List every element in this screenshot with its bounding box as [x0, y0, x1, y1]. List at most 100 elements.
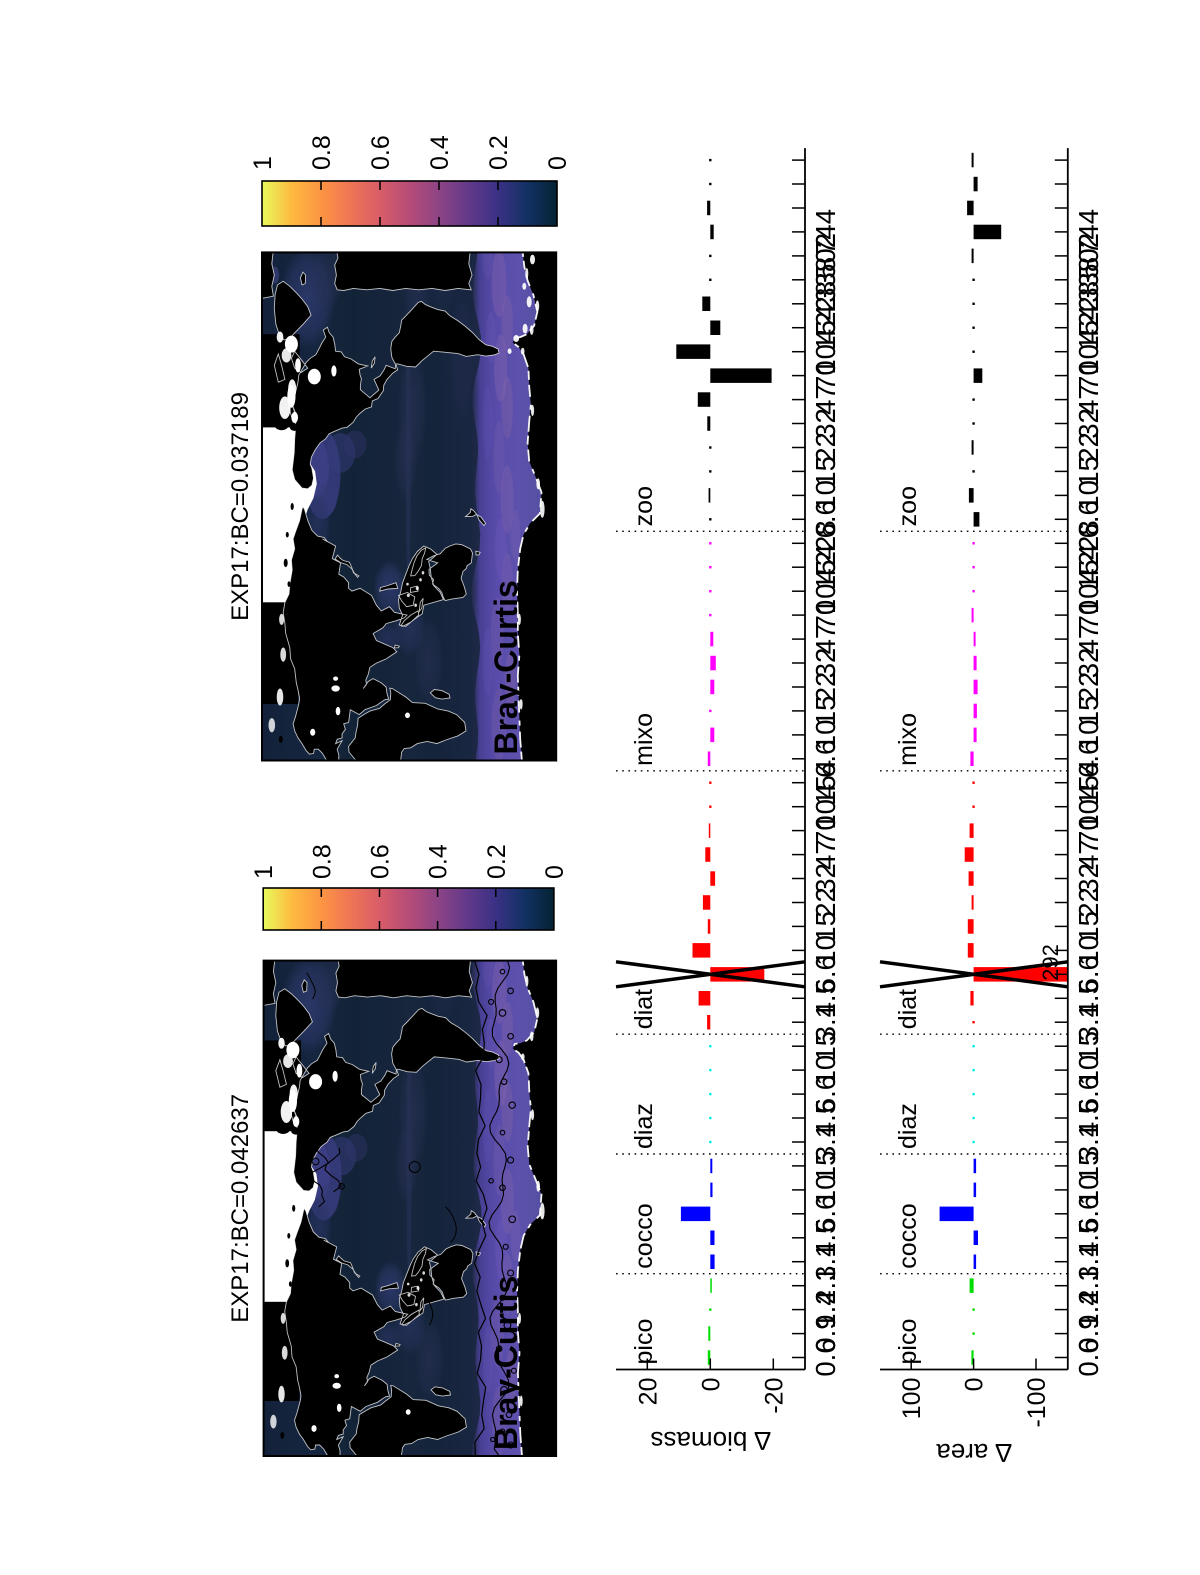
svg-text:4.5: 4.5 — [1073, 979, 1104, 1017]
svg-text:154: 154 — [1073, 544, 1104, 590]
svg-text:1.4: 1.4 — [1073, 1290, 1104, 1328]
svg-text:6.6: 6.6 — [1073, 1075, 1104, 1113]
svg-text:10: 10 — [810, 720, 841, 751]
svg-text:0.2: 0.2 — [483, 844, 511, 879]
svg-text:0: 0 — [961, 1378, 989, 1392]
svg-text:pico: pico — [630, 1319, 658, 1365]
svg-text:15: 15 — [1073, 696, 1104, 727]
svg-text:-100: -100 — [1023, 1378, 1051, 1428]
svg-text:32: 32 — [1073, 408, 1104, 439]
svg-text:228: 228 — [1073, 520, 1104, 566]
svg-text:3.1: 3.1 — [810, 1123, 841, 1161]
svg-text:mixo: mixo — [894, 713, 922, 766]
svg-text:Bray-Curtis: Bray-Curtis — [488, 1276, 524, 1450]
svg-text:744: 744 — [810, 209, 841, 255]
svg-text:154: 154 — [810, 305, 841, 351]
svg-text:104: 104 — [810, 568, 841, 614]
svg-text:47: 47 — [810, 624, 841, 655]
svg-text:47: 47 — [1073, 624, 1104, 655]
svg-text:15: 15 — [1073, 911, 1104, 942]
svg-text:0.8: 0.8 — [308, 844, 336, 879]
svg-text:3.1: 3.1 — [810, 1243, 841, 1281]
svg-text:∆ biomass: ∆ biomass — [651, 1426, 771, 1456]
svg-text:cocco: cocco — [630, 1203, 658, 1268]
svg-text:104: 104 — [1073, 329, 1104, 375]
svg-text:502: 502 — [810, 233, 841, 279]
svg-text:104: 104 — [1073, 568, 1104, 614]
svg-text:502: 502 — [1073, 233, 1104, 279]
svg-text:0.6: 0.6 — [810, 1338, 841, 1376]
svg-text:10: 10 — [810, 480, 841, 511]
svg-text:0.9: 0.9 — [810, 1314, 841, 1352]
svg-text:3.1: 3.1 — [1073, 1003, 1104, 1041]
svg-text:32: 32 — [1073, 648, 1104, 679]
svg-text:154: 154 — [810, 544, 841, 590]
svg-text:diaz: diaz — [894, 1103, 922, 1149]
svg-text:0.6: 0.6 — [1073, 1338, 1104, 1376]
svg-text:6.6: 6.6 — [810, 1195, 841, 1233]
svg-text:4.5: 4.5 — [810, 1099, 841, 1137]
svg-text:70: 70 — [1073, 815, 1104, 846]
svg-text:6.6: 6.6 — [1073, 500, 1104, 538]
svg-text:4.5: 4.5 — [810, 1219, 841, 1257]
svg-text:EXP17:BC=0.042637: EXP17:BC=0.042637 — [227, 1094, 254, 1323]
svg-text:292: 292 — [1038, 944, 1063, 981]
svg-text:6.6: 6.6 — [810, 740, 841, 778]
svg-text:10: 10 — [1073, 480, 1104, 511]
svg-text:32: 32 — [1073, 863, 1104, 894]
svg-text:6.6: 6.6 — [810, 955, 841, 993]
svg-text:0.6: 0.6 — [367, 135, 395, 170]
svg-text:0: 0 — [697, 1378, 725, 1392]
svg-text:70: 70 — [810, 600, 841, 631]
svg-text:10: 10 — [810, 1175, 841, 1206]
svg-text:0.6: 0.6 — [367, 844, 395, 879]
svg-text:3.1: 3.1 — [1073, 1243, 1104, 1281]
svg-text:1: 1 — [250, 865, 278, 879]
svg-text:22: 22 — [1073, 672, 1104, 703]
svg-text:mixo: mixo — [630, 713, 658, 766]
svg-text:228: 228 — [810, 520, 841, 566]
svg-text:15: 15 — [1073, 456, 1104, 487]
svg-text:1.4: 1.4 — [810, 1290, 841, 1328]
svg-text:22: 22 — [810, 432, 841, 463]
svg-text:6.6: 6.6 — [1073, 1195, 1104, 1233]
svg-text:22: 22 — [1073, 432, 1104, 463]
svg-text:10: 10 — [1073, 1055, 1104, 1086]
svg-text:228: 228 — [1073, 281, 1104, 327]
svg-text:pico: pico — [894, 1319, 922, 1365]
svg-text:2.1: 2.1 — [810, 1267, 841, 1305]
svg-text:47: 47 — [810, 839, 841, 870]
svg-text:3.1: 3.1 — [1073, 1123, 1104, 1161]
svg-text:70: 70 — [1073, 360, 1104, 391]
svg-text:0.2: 0.2 — [485, 135, 513, 170]
svg-text:10: 10 — [1073, 720, 1104, 751]
svg-text:0.9: 0.9 — [1073, 1314, 1104, 1352]
svg-text:zoo: zoo — [630, 486, 658, 526]
svg-text:32: 32 — [810, 863, 841, 894]
svg-text:228: 228 — [810, 281, 841, 327]
svg-text:47: 47 — [810, 384, 841, 415]
svg-text:3.1: 3.1 — [810, 1003, 841, 1041]
svg-text:154: 154 — [1073, 760, 1104, 806]
svg-text:104: 104 — [1073, 784, 1104, 830]
svg-text:0: 0 — [541, 865, 569, 879]
svg-text:diat: diat — [894, 989, 922, 1029]
svg-text:70: 70 — [1073, 600, 1104, 631]
svg-text:154: 154 — [1073, 305, 1104, 351]
svg-text:15: 15 — [810, 1151, 841, 1182]
svg-text:4.5: 4.5 — [1073, 1219, 1104, 1257]
svg-text:6.6: 6.6 — [1073, 955, 1104, 993]
svg-text:6.6: 6.6 — [810, 1075, 841, 1113]
svg-text:-20: -20 — [760, 1378, 788, 1414]
svg-text:10: 10 — [810, 1055, 841, 1086]
svg-text:2.1: 2.1 — [1073, 1267, 1104, 1305]
svg-text:1: 1 — [249, 156, 277, 170]
svg-text:15: 15 — [810, 911, 841, 942]
svg-text:15: 15 — [1073, 1151, 1104, 1182]
svg-text:32: 32 — [810, 648, 841, 679]
svg-text:104: 104 — [810, 329, 841, 375]
svg-text:104: 104 — [810, 784, 841, 830]
svg-text:10: 10 — [1073, 1175, 1104, 1206]
svg-text:15: 15 — [1073, 1031, 1104, 1062]
svg-text:154: 154 — [810, 760, 841, 806]
